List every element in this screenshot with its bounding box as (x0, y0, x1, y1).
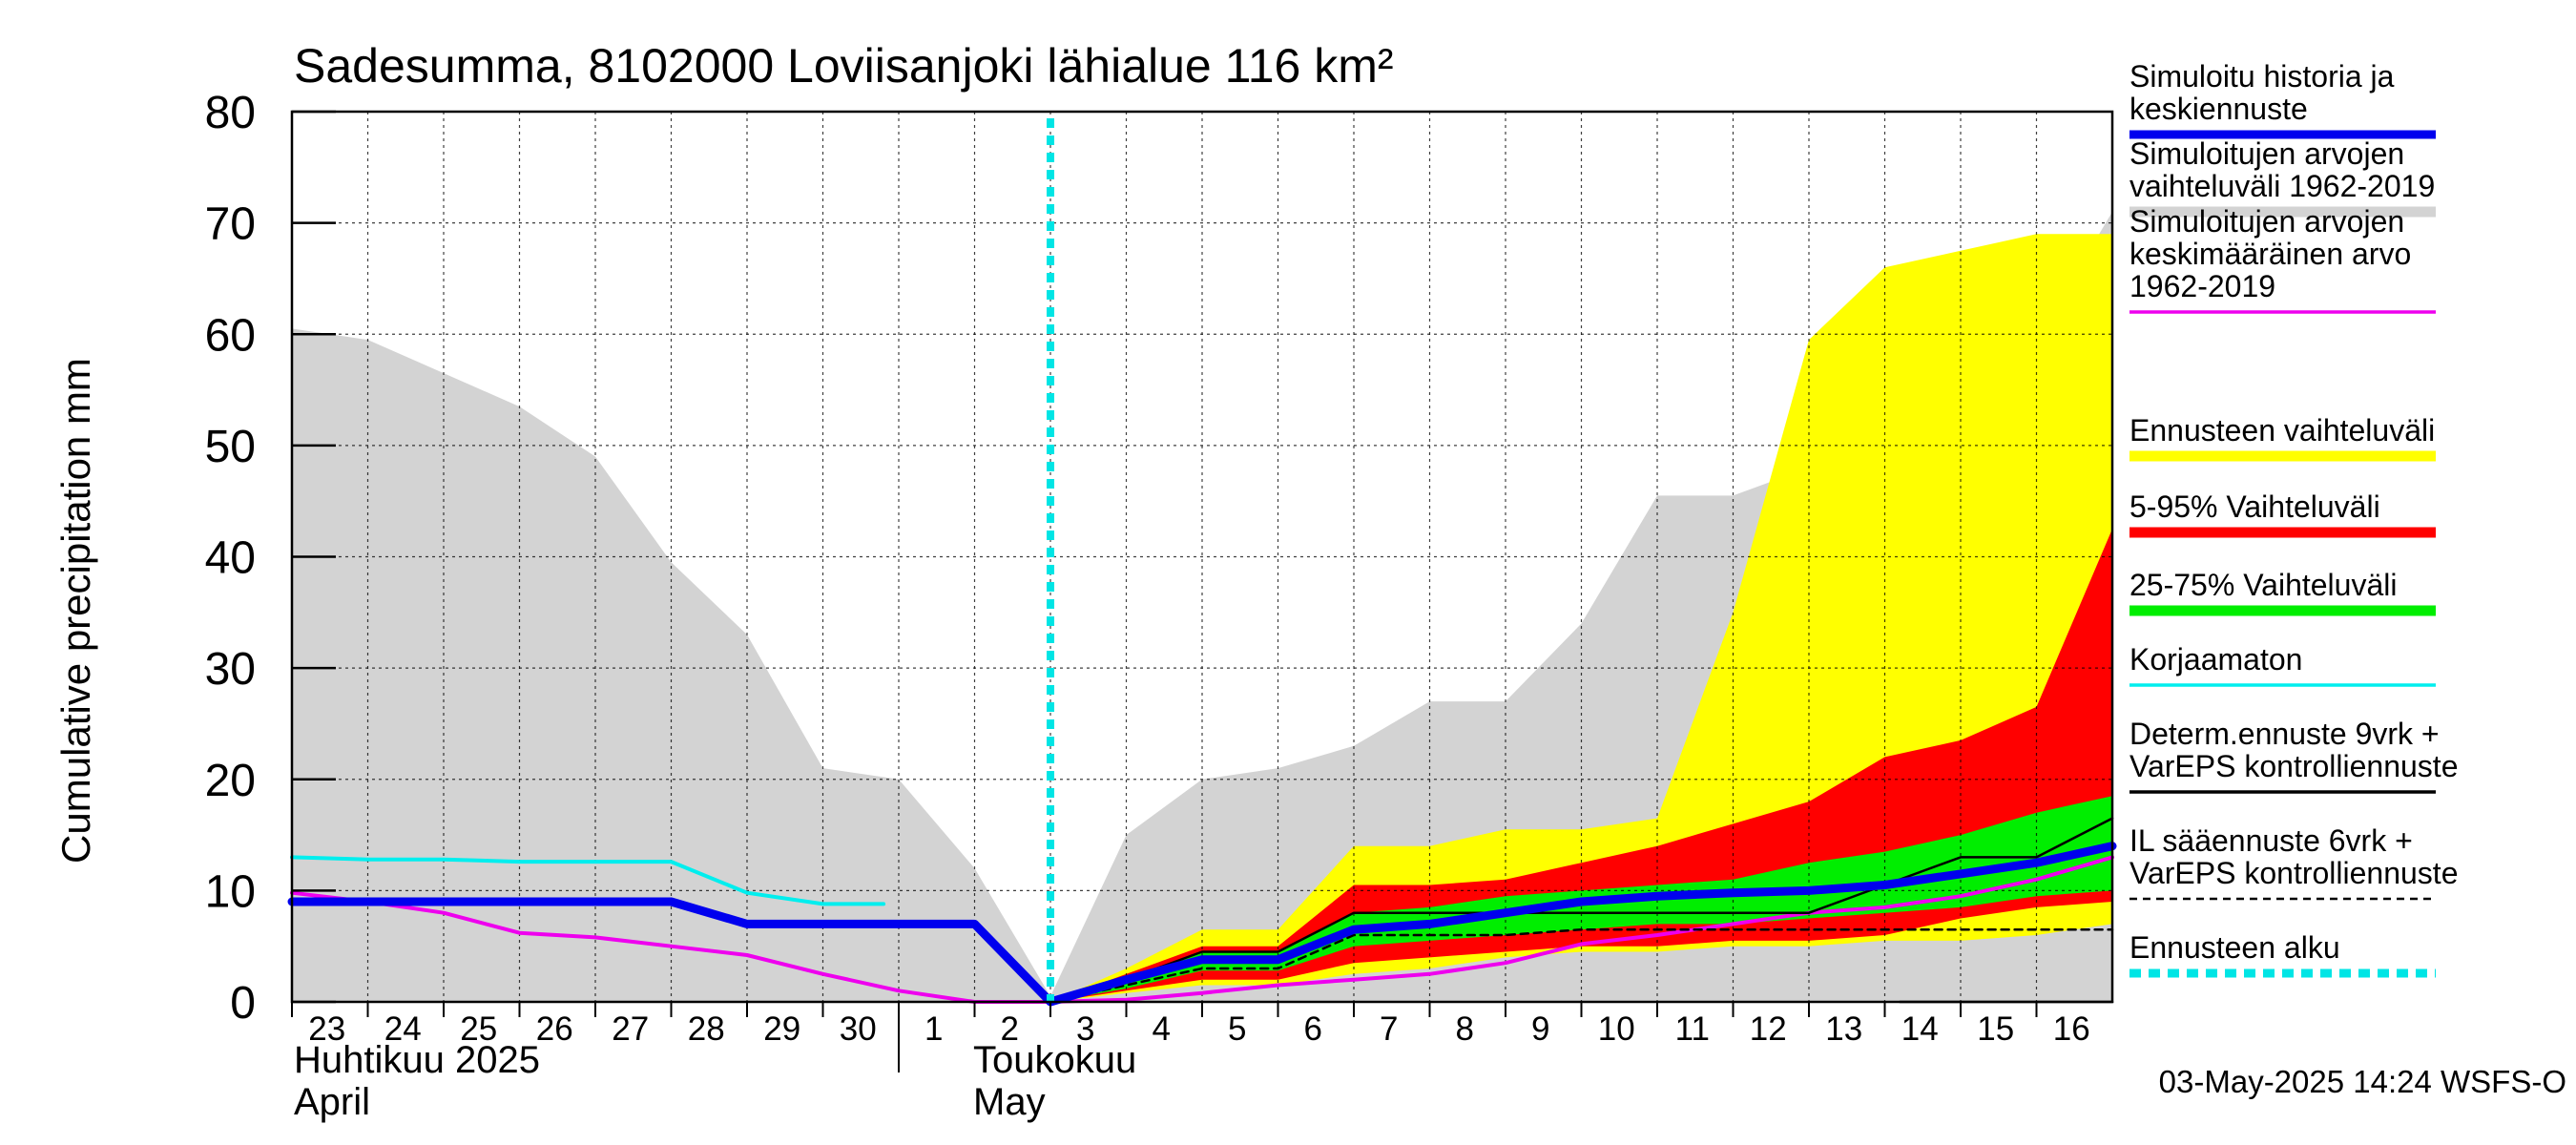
legend-label: Simuloitu historia ja (2129, 59, 2395, 94)
y-tick-label: 30 (205, 644, 256, 695)
legend-label: 1962-2019 (2129, 269, 2275, 303)
day-label: 11 (1675, 1010, 1710, 1048)
y-tick-label: 70 (205, 199, 256, 250)
day-label: 27 (612, 1010, 649, 1048)
legend-label: VarEPS kontrolliennuste (2129, 856, 2458, 890)
y-tick-label: 60 (205, 310, 256, 361)
day-label: 16 (2053, 1010, 2090, 1048)
legend-label: Simuloitujen arvojen (2129, 204, 2404, 239)
legend-label: Determ.ennuste 9vrk + (2129, 717, 2440, 751)
month-label: Toukokuu (973, 1039, 1136, 1081)
day-label: 9 (1531, 1010, 1549, 1048)
line-layer (287, 118, 2117, 1007)
legend-label: 25-75% Vaihteluväli (2129, 568, 2397, 602)
day-label: 24 (384, 1010, 422, 1048)
chart-title: Sadesumma, 8102000 Loviisanjoki lähialue… (294, 39, 1394, 93)
grid-layer (292, 112, 2112, 1002)
history-range-band (292, 212, 2112, 1002)
month-label: Huhtikuu 2025 (294, 1039, 540, 1081)
day-label: 5 (1228, 1010, 1246, 1048)
day-label: 14 (1901, 1010, 1939, 1048)
month-label: May (973, 1081, 1046, 1123)
legend-label: keskimääräinen arvo (2129, 237, 2411, 271)
determ-forecast-line (1049, 817, 2114, 1004)
legend-label: vaihteluväli 1962-2019 (2129, 169, 2435, 203)
legend-label: Korjaamaton (2129, 642, 2302, 677)
legend-label: Ennusteen vaihteluväli (2129, 413, 2435, 448)
day-label: 10 (1598, 1010, 1635, 1048)
il-forecast-line (1049, 927, 2114, 1004)
day-label: 2 (1001, 1010, 1019, 1048)
y-tick-label: 80 (205, 88, 256, 138)
day-label: 23 (308, 1010, 345, 1048)
y-tick-label: 0 (230, 978, 256, 1029)
day-label: 3 (1076, 1010, 1094, 1048)
uncorrected-line (290, 855, 886, 906)
day-label: 28 (688, 1010, 725, 1048)
y-axis-label: Cumulative precipitation mm (53, 358, 98, 864)
day-label: 6 (1304, 1010, 1322, 1048)
day-label: 13 (1825, 1010, 1862, 1048)
day-label: 30 (840, 1010, 877, 1048)
y-tick-label: 40 (205, 533, 256, 584)
day-label: 7 (1380, 1010, 1398, 1048)
month-label: April (294, 1081, 370, 1123)
y-tick-label: 10 (205, 866, 256, 917)
legend-label: keskiennuste (2129, 92, 2308, 126)
day-label: 29 (763, 1010, 800, 1048)
legend-label: 5-95% Vaihteluväli (2129, 489, 2380, 524)
y-tick-label: 20 (205, 756, 256, 806)
day-label: 8 (1456, 1010, 1474, 1048)
timestamp: 03-May-2025 14:24 WSFS-O (2159, 1064, 2566, 1099)
day-label: 12 (1750, 1010, 1787, 1048)
day-label: 4 (1153, 1010, 1171, 1048)
simulated-history-line (287, 842, 2117, 1007)
day-label: 25 (460, 1010, 497, 1048)
day-label: 26 (536, 1010, 573, 1048)
day-label: 15 (1977, 1010, 2014, 1048)
legend-label: Simuloitujen arvojen (2129, 136, 2404, 171)
legend-label: VarEPS kontrolliennuste (2129, 749, 2458, 783)
legend-label: IL sääennuste 6vrk + (2129, 823, 2413, 858)
legend-label: Ennusteen alku (2129, 930, 2340, 965)
day-label: 1 (924, 1010, 943, 1048)
y-tick-label: 50 (205, 422, 256, 472)
